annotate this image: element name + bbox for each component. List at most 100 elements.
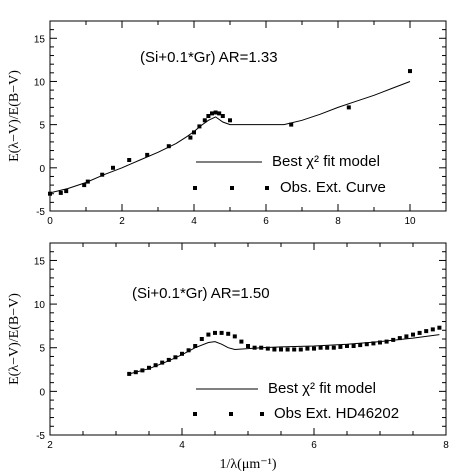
data-point	[220, 114, 225, 118]
panel-annotation: (Si+0.1*Gr) AR=1.33	[140, 49, 278, 66]
data-point	[228, 118, 232, 123]
legend-marker-sample	[265, 186, 269, 190]
data-point	[82, 183, 87, 188]
data-point	[259, 345, 264, 350]
data-point	[213, 330, 217, 335]
y-tick-label: 10	[34, 300, 46, 311]
data-point	[345, 344, 349, 348]
data-point	[166, 357, 171, 362]
data-point	[186, 348, 191, 353]
panel-annotation: (Si+0.1*Gr) AR=1.50	[132, 285, 270, 302]
y-tick-label: 0	[39, 387, 45, 398]
data-point	[166, 144, 171, 149]
data-point	[289, 122, 294, 127]
data-point	[437, 325, 442, 330]
data-point	[318, 345, 323, 350]
data-point	[127, 158, 132, 162]
data-point	[411, 332, 415, 337]
x-tick-label: 10	[404, 216, 416, 227]
data-point	[246, 344, 250, 348]
legend-marker-sample	[229, 412, 233, 416]
legend-marker-sample	[260, 412, 264, 416]
x-tick-label: 4	[179, 440, 185, 451]
data-point	[346, 105, 351, 110]
x-axis-title: 1/λ(μm⁻¹)	[220, 457, 277, 472]
legend-marker-sample	[230, 186, 234, 190]
data-point	[64, 189, 69, 194]
y-tick-label: 15	[34, 256, 46, 267]
data-point	[127, 371, 132, 376]
data-point	[312, 346, 316, 351]
data-point	[371, 341, 376, 346]
y-tick-labels: -5 0 5 10 15	[34, 256, 46, 442]
data-point	[193, 344, 198, 348]
y-tick-label: 5	[39, 121, 45, 132]
legend-marker-label: Obs. Ext. Curve	[280, 179, 386, 196]
data-point	[180, 351, 184, 356]
y-tick-label: 0	[39, 164, 45, 175]
x-tick-label: 6	[263, 216, 269, 227]
data-point	[188, 135, 193, 140]
x-tick-label: 8	[443, 440, 449, 451]
data-point	[210, 111, 214, 116]
data-point	[391, 337, 396, 342]
data-point	[239, 339, 244, 344]
legend-marker-label: Obs Ext. HD46202	[274, 405, 399, 422]
data-point	[133, 370, 138, 375]
data-point	[153, 363, 158, 368]
y-axis-title: E(λ−V)/E(B−V)	[7, 293, 22, 385]
data-point	[351, 344, 356, 348]
x-tick-label: 8	[335, 216, 341, 227]
data-point	[285, 347, 290, 352]
y-tick-labels: -5 0 5 10 15	[34, 34, 46, 218]
x-tick-labels: 0 2 4 6 8 10	[47, 216, 416, 227]
data-point	[199, 337, 204, 341]
data-point	[140, 368, 145, 373]
legend-marker-sample	[193, 412, 197, 416]
panel-bottom: 2 4 6 8 -5 0 5 10 15 (Si+0.1*Gr) AR=1.50 Best χ…	[7, 242, 449, 472]
x-tick-label: 2	[47, 440, 53, 451]
data-point	[325, 345, 330, 350]
x-tick-label: 2	[119, 216, 125, 227]
y-tick-label: -5	[36, 431, 45, 442]
data-point	[364, 342, 369, 347]
data-point	[58, 190, 63, 195]
data-point	[397, 336, 402, 341]
data-point	[202, 118, 207, 123]
y-tick-label: 5	[39, 344, 45, 355]
data-point	[384, 339, 389, 344]
data-point	[358, 343, 363, 348]
data-point	[404, 334, 409, 339]
data-point	[430, 327, 435, 332]
data-point	[378, 340, 382, 345]
data-point	[192, 130, 196, 135]
data-point	[206, 114, 211, 118]
data-point	[197, 124, 202, 129]
data-point	[232, 334, 237, 339]
model-fit-line	[129, 334, 440, 375]
y-tick-label: 10	[34, 77, 46, 88]
data-point	[206, 332, 211, 337]
x-tick-label: 4	[191, 216, 197, 227]
data-point	[417, 330, 422, 335]
x-tick-label: 0	[47, 216, 53, 227]
x-tick-labels: 2 4 6 8	[47, 440, 449, 451]
data-point	[265, 346, 270, 351]
data-point	[298, 347, 303, 352]
y-tick-label: -5	[36, 207, 45, 218]
data-point	[424, 329, 429, 334]
data-point	[173, 355, 178, 360]
data-point	[219, 330, 224, 335]
observed-markers	[127, 325, 442, 376]
y-axis-title: E(λ−V)/E(B−V)	[7, 70, 22, 162]
data-point	[111, 165, 115, 170]
y-tick-label: 15	[34, 34, 46, 45]
data-point	[292, 347, 297, 352]
data-point	[331, 345, 336, 350]
data-point	[408, 69, 412, 74]
legend-marker-sample	[193, 186, 197, 190]
data-point	[252, 345, 257, 350]
tick-marks	[49, 20, 447, 212]
data-point	[147, 365, 151, 370]
